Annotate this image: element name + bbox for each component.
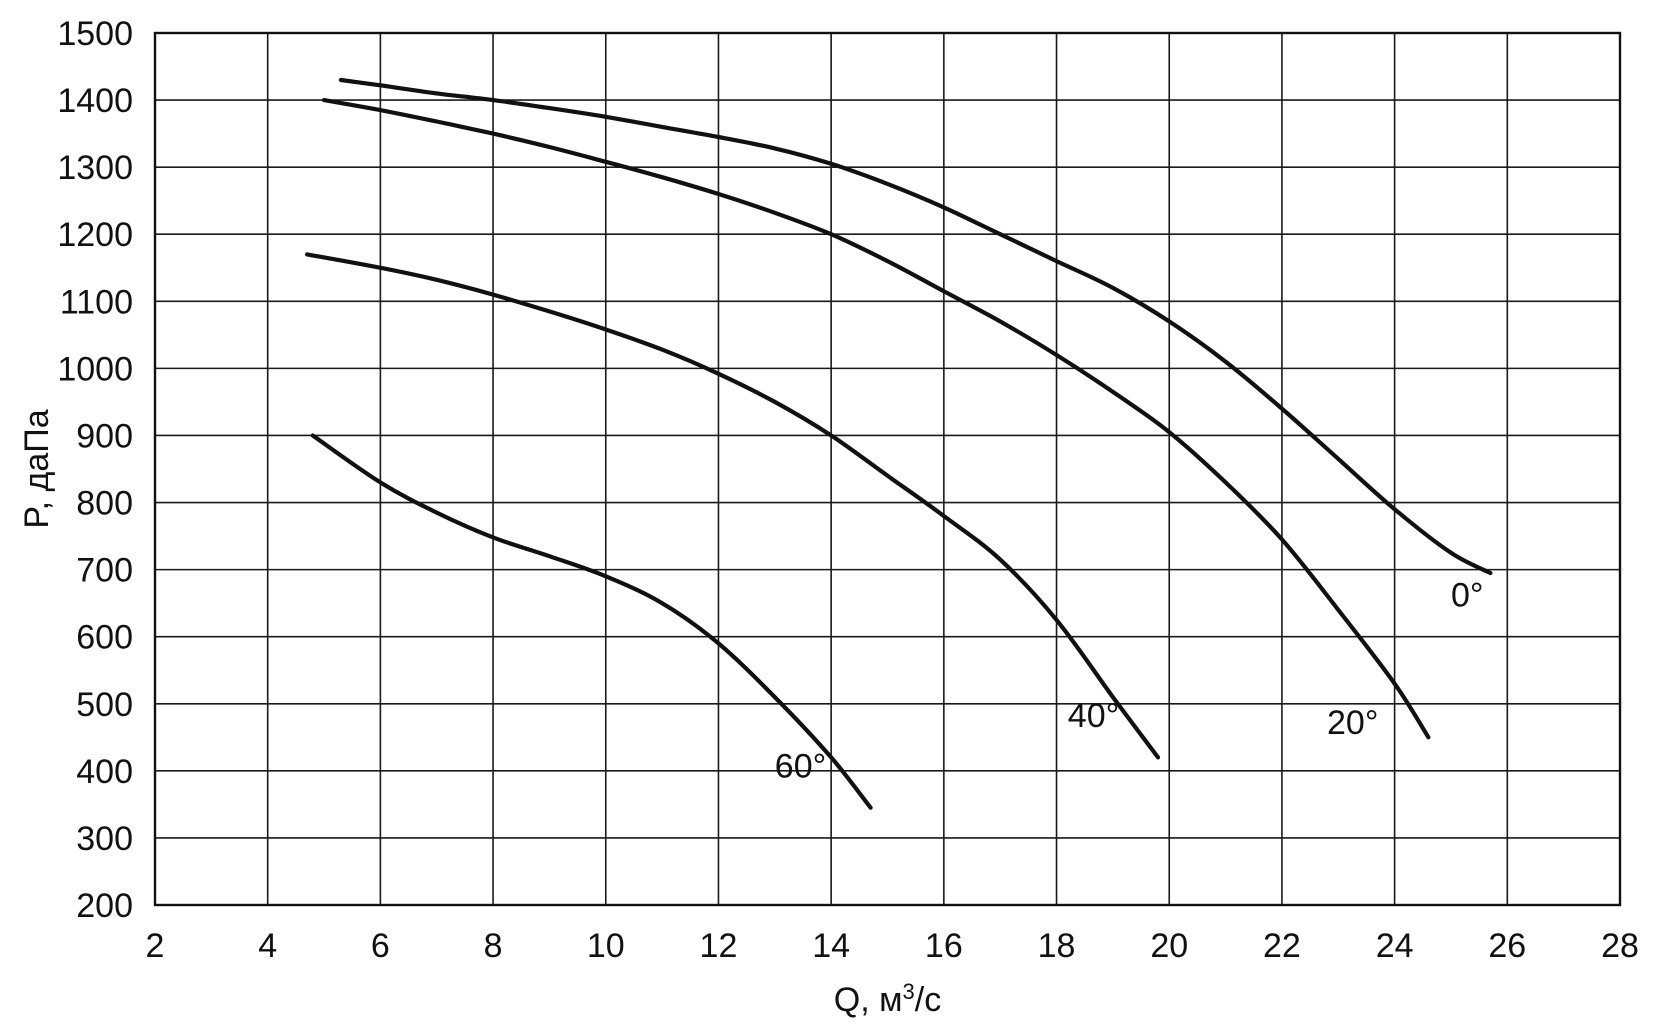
- y-tick-label: 1500: [57, 15, 133, 53]
- x-axis-label: Q, м3/с: [834, 979, 941, 1019]
- series-line-2: [305, 252, 1161, 760]
- x-tick-label: 18: [1038, 927, 1076, 965]
- x-tick-label: 2: [146, 927, 165, 965]
- y-tick-label: 1400: [57, 82, 133, 120]
- x-tick-label: 10: [587, 927, 625, 965]
- x-axis-label-tail: /с: [915, 981, 941, 1019]
- x-tick-labels: 2 4 6 8 10 12 14 16 18 20 22 24 26 28: [146, 927, 1639, 965]
- x-tick-label: 6: [371, 927, 390, 965]
- x-tick-label: 8: [484, 927, 503, 965]
- y-tick-label: 1300: [57, 149, 133, 187]
- y-tick-label: 500: [76, 686, 133, 724]
- x-tick-label: 20: [1150, 927, 1188, 965]
- curve-labels: 0° 20° 40° 60°: [775, 577, 1484, 786]
- curve-label: 0°: [1451, 577, 1484, 615]
- plot-frame: [153, 31, 1622, 907]
- y-tick-label: 300: [76, 820, 133, 858]
- x-tick-label: 26: [1488, 927, 1526, 965]
- x-tick-label: 14: [812, 927, 850, 965]
- y-tick-label: 1100: [60, 283, 133, 321]
- x-tick-label: 4: [258, 927, 277, 965]
- curves: [305, 77, 1493, 810]
- x-tick-label: 12: [700, 927, 738, 965]
- y-tick-label: 400: [76, 753, 133, 791]
- y-tick-label: 1000: [57, 350, 133, 388]
- y-tick-labels: 200 300 400 500 600 700 800 900 1000 1100 1200 1300…: [57, 15, 133, 925]
- y-axis-label: P, даПа: [18, 409, 56, 528]
- y-tick-label: 700: [76, 552, 133, 590]
- x-tick-label: 16: [925, 927, 963, 965]
- series-line-3: [310, 433, 873, 810]
- y-tick-label: 200: [76, 887, 133, 925]
- series-line-0: [338, 77, 1493, 576]
- curve-label: 40°: [1068, 697, 1119, 735]
- curve-label: 60°: [775, 748, 826, 786]
- curve-label: 20°: [1327, 704, 1378, 742]
- y-tick-label: 600: [76, 619, 133, 657]
- series-line-1: [321, 98, 1431, 740]
- y-tick-label: 1200: [57, 216, 133, 254]
- grid: [154, 32, 1621, 906]
- x-axis-label-superscript: 3: [903, 979, 915, 1004]
- y-tick-label: 800: [76, 485, 133, 523]
- y-tick-label: 900: [76, 417, 133, 455]
- x-tick-label: 22: [1263, 927, 1301, 965]
- x-tick-label: 24: [1376, 927, 1414, 965]
- x-tick-label: 28: [1601, 927, 1639, 965]
- x-axis-label-main: Q, м: [834, 981, 903, 1019]
